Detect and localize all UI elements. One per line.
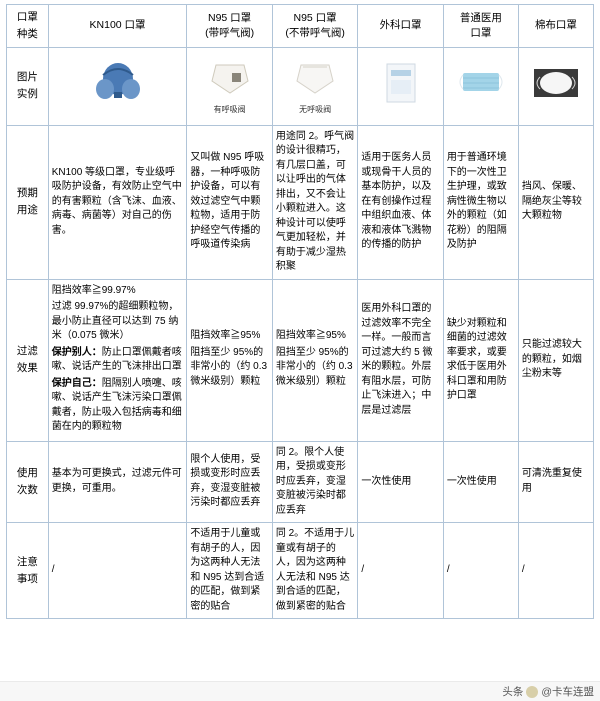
purpose-medical: 用于普通环境下的一次性卫生护理，或致病性微生物以外的颗粒（如花粉）的阻隔及防护: [443, 125, 518, 279]
avatar-icon: [526, 686, 538, 698]
surgical-pack-icon: [383, 60, 419, 106]
table-container: 口罩种类 KN100 口罩 N95 口罩(带呼气阀) N95 口罩(不带呼气阀)…: [0, 0, 600, 623]
purpose-n95v: 又叫做 N95 呼吸器，一种呼吸防护设备，可以有效过滤空气中颗粒物，适用于防护经…: [187, 125, 272, 279]
header-kind: 口罩种类: [7, 5, 49, 48]
footer-bar: 头条 @卡车连盟: [0, 681, 600, 701]
n95-novalve-icon: [293, 57, 337, 97]
caution-n95nv: 同 2。不适用于儿童或有胡子的人，因为这两种人无法和 N95 达到合适的匹配，做…: [272, 523, 357, 619]
col-n95-novalve-label: N95 口罩(不带呼气阀): [285, 12, 345, 39]
rowhdr-caution: 注意事项: [7, 523, 49, 619]
caption-valve: 有呼吸阀: [190, 104, 268, 116]
rowhdr-filter-label: 过滤效果: [17, 345, 38, 374]
mask-comparison-table: 口罩种类 KN100 口罩 N95 口罩(带呼气阀) N95 口罩(不带呼气阀)…: [6, 4, 594, 619]
cotton-mask-icon: [532, 65, 580, 101]
purpose-surgical: 适用于医务人员或现骨干人员的基本防护，以及在有创操作过程中组织血液、体液和液体飞…: [358, 125, 443, 279]
img-cotton: [518, 47, 593, 125]
col-cotton: 棉布口罩: [518, 5, 593, 48]
caution-n95v: 不适用于儿童或有胡子的人，因为这两种人无法和 N95 达到合适的匹配，做到紧密的…: [187, 523, 272, 619]
filter-surgical: 医用外科口罩的过滤效率不完全一样。一般而言可过滤大约 5 微米的颗粒。外层有阻水…: [358, 279, 443, 441]
footer-prefix: 头条: [502, 686, 523, 698]
n95-valve-icon: [208, 57, 252, 97]
col-medical-label: 普通医用口罩: [460, 12, 502, 39]
col-cotton-label: 棉布口罩: [535, 19, 577, 31]
purpose-n95nv: 用途同 2。呼气阀的设计很精巧，有几层口盖，可以让呼出的气体排出，又不会让小颗粒…: [272, 125, 357, 279]
caution-medical: /: [443, 523, 518, 619]
table-header-row: 口罩种类 KN100 口罩 N95 口罩(带呼气阀) N95 口罩(不带呼气阀)…: [7, 5, 594, 48]
img-medical: [443, 47, 518, 125]
img-kn100: [48, 47, 187, 125]
row-usage: 使用次数 基本为可更换式，过滤元件可更换，可重用。 限个人使用，受损或变形时应丢…: [7, 441, 594, 523]
usage-n95nv: 同 2。限个人使用，受损或变形时应丢弃，变湿变脏被污染时都应丢弃: [272, 441, 357, 523]
usage-n95v: 限个人使用，受损或变形时应丢弃，变湿变脏被污染时都应丢弃: [187, 441, 272, 523]
col-medical: 普通医用口罩: [443, 5, 518, 48]
rowhdr-filter: 过滤效果: [7, 279, 49, 441]
rowhdr-usage: 使用次数: [7, 441, 49, 523]
col-n95-valve-label: N95 口罩(带呼气阀): [205, 12, 254, 39]
header-kind-label: 口罩种类: [17, 11, 38, 40]
usage-medical: 一次性使用: [443, 441, 518, 523]
filter-n95v: 阻挡效率≧95%阻挡至少 95%的非常小的（约 0.3 微米级别）颗粒: [187, 279, 272, 441]
rowhdr-caution-label: 注意事项: [17, 556, 38, 585]
col-n95-valve: N95 口罩(带呼气阀): [187, 5, 272, 48]
rowhdr-purpose-label: 预期用途: [17, 187, 38, 216]
row-filter: 过滤效果 阻挡效率≧99.97%过滤 99.97%的超细颗粒物，最小防止直径可以…: [7, 279, 594, 441]
medical-mask-icon: [457, 65, 505, 101]
filter-cotton: 只能过滤较大的颗粒，如烟尘粉末等: [518, 279, 593, 441]
caution-kn100: /: [48, 523, 187, 619]
footer-source: 头条 @卡车连盟: [502, 684, 594, 699]
row-images: 图片实例 有呼吸阀 无呼吸阀: [7, 47, 594, 125]
footer-source-name: @卡车连盟: [541, 686, 594, 698]
img-n95-valve: 有呼吸阀: [187, 47, 272, 125]
rowhdr-images: 图片实例: [7, 47, 49, 125]
col-surgical-label: 外科口罩: [380, 19, 422, 31]
usage-surgical: 一次性使用: [358, 441, 443, 523]
col-kn100-label: KN100 口罩: [90, 19, 146, 31]
row-caution: 注意事项 / 不适用于儿童或有胡子的人，因为这两种人无法和 N95 达到合适的匹…: [7, 523, 594, 619]
img-surgical: [358, 47, 443, 125]
rowhdr-images-label: 图片实例: [17, 71, 38, 100]
respirator-icon: [91, 59, 145, 107]
caption-no-valve: 无呼吸阀: [276, 104, 354, 116]
caution-surgical: /: [358, 523, 443, 619]
purpose-kn100: KN100 等级口罩，专业级呼吸防护设备，有效防止空气中的有害颗粒（含飞沫、血液…: [48, 125, 187, 279]
col-n95-novalve: N95 口罩(不带呼气阀): [272, 5, 357, 48]
rowhdr-usage-label: 使用次数: [17, 467, 38, 496]
usage-kn100: 基本为可更换式，过滤元件可更换，可重用。: [48, 441, 187, 523]
usage-cotton: 可清洗重复使用: [518, 441, 593, 523]
row-purpose: 预期用途 KN100 等级口罩，专业级呼吸防护设备，有效防止空气中的有害颗粒（含…: [7, 125, 594, 279]
filter-medical: 缺少对颗粒和细菌的过滤效率要求，或要求低于医用外科口罩和用防护口罩: [443, 279, 518, 441]
caution-cotton: /: [518, 523, 593, 619]
purpose-cotton: 挡风、保暖、隔绝灰尘等较大颗粒物: [518, 125, 593, 279]
filter-kn100: 阻挡效率≧99.97%过滤 99.97%的超细颗粒物，最小防止直径可以达到 75…: [48, 279, 187, 441]
img-n95-novalve: 无呼吸阀: [272, 47, 357, 125]
filter-n95nv: 阻挡效率≧95%阻挡至少 95%的非常小的（约 0.3 微米级别）颗粒: [272, 279, 357, 441]
col-surgical: 外科口罩: [358, 5, 443, 48]
col-kn100: KN100 口罩: [48, 5, 187, 48]
rowhdr-purpose: 预期用途: [7, 125, 49, 279]
